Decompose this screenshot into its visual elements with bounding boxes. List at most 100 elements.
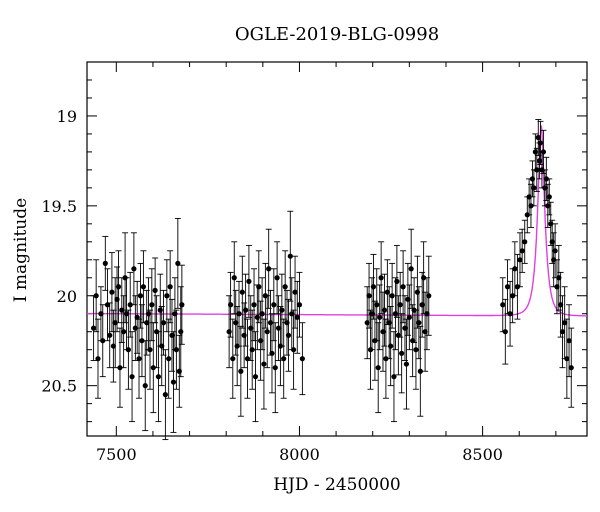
data-marker: [110, 343, 116, 349]
data-point: [173, 309, 180, 390]
data-marker: [152, 287, 158, 293]
data-point: [272, 322, 279, 414]
data-point: [244, 318, 251, 399]
data-marker: [504, 284, 511, 290]
data-marker: [378, 275, 384, 281]
data-marker: [137, 293, 144, 299]
data-marker: [155, 374, 162, 380]
data-marker: [109, 289, 115, 295]
y-axis-label: I magnitude: [11, 198, 31, 302]
data-point: [270, 268, 277, 342]
data-marker: [121, 329, 127, 335]
data-marker: [403, 361, 410, 367]
data-marker: [377, 314, 383, 320]
data-marker: [102, 260, 108, 266]
data-marker: [519, 248, 525, 254]
data-marker: [522, 239, 528, 245]
data-marker: [279, 307, 285, 313]
data-marker: [173, 347, 179, 353]
data-marker: [507, 311, 513, 317]
data-point: [137, 262, 144, 329]
data-marker: [384, 289, 390, 295]
data-point: [408, 228, 415, 309]
data-marker: [264, 329, 270, 335]
data-marker: [399, 350, 405, 356]
data-point: [549, 219, 556, 264]
data-point: [237, 325, 244, 417]
data-point: [557, 271, 564, 338]
data-marker: [227, 302, 234, 308]
data-marker: [552, 248, 558, 254]
data-marker: [546, 194, 552, 200]
data-point: [507, 280, 514, 347]
data-point: [160, 289, 167, 356]
data-marker: [391, 374, 397, 380]
data-marker: [178, 329, 184, 335]
data-marker: [275, 325, 282, 331]
data-point: [366, 262, 373, 329]
data-point: [400, 250, 407, 324]
data-point: [373, 268, 380, 342]
data-marker: [244, 356, 251, 362]
data-point: [138, 304, 145, 378]
data-marker: [424, 311, 430, 317]
data-point: [390, 331, 397, 423]
data-point: [170, 331, 177, 433]
data-marker: [381, 307, 388, 313]
data-marker: [531, 185, 537, 191]
data-marker: [374, 302, 380, 308]
data-point: [158, 306, 165, 387]
x-axis-label: HJD - 2450000: [273, 475, 401, 495]
data-point: [299, 322, 306, 396]
data-point: [274, 241, 281, 315]
data-point: [227, 271, 234, 338]
data-point: [384, 259, 391, 325]
data-point: [403, 318, 410, 410]
data-marker: [100, 338, 106, 344]
data-point: [178, 264, 185, 345]
data-marker: [287, 253, 293, 259]
data-marker: [167, 284, 173, 290]
data-marker: [426, 293, 432, 299]
data-marker: [261, 361, 267, 367]
data-marker: [559, 329, 566, 335]
data-point: [264, 295, 271, 369]
data-marker: [413, 347, 419, 353]
data-point: [423, 277, 430, 351]
data-point: [108, 252, 115, 333]
data-point: [167, 250, 174, 324]
data-marker: [274, 275, 280, 281]
data-marker: [290, 347, 297, 353]
data-marker: [558, 302, 564, 308]
data-point: [251, 268, 258, 342]
data-marker: [150, 365, 156, 371]
data-point: [502, 298, 509, 365]
data-point: [376, 284, 383, 351]
data-marker: [292, 289, 298, 295]
data-point: [236, 280, 243, 347]
data-marker: [95, 356, 101, 362]
data-point: [285, 298, 292, 372]
data-marker: [149, 302, 155, 308]
data-point: [120, 295, 127, 369]
data-point: [395, 295, 402, 376]
data-point: [521, 219, 528, 264]
data-point: [568, 327, 575, 408]
data-marker: [147, 347, 153, 353]
data-point: [499, 277, 506, 333]
data-marker: [272, 365, 278, 371]
data-point: [148, 268, 155, 342]
plot-area: 7500 8000 8500 19 19.5 20 20.5: [41, 61, 588, 464]
data-point: [130, 232, 137, 306]
data-marker: [132, 325, 138, 331]
data-marker: [159, 343, 165, 349]
data-marker: [534, 167, 540, 173]
data-point: [540, 129, 547, 174]
data-point: [404, 262, 411, 336]
data-marker: [98, 311, 104, 317]
data-marker: [564, 356, 570, 362]
data-marker: [238, 368, 244, 374]
data-point: [104, 268, 111, 342]
data-marker: [364, 320, 370, 326]
